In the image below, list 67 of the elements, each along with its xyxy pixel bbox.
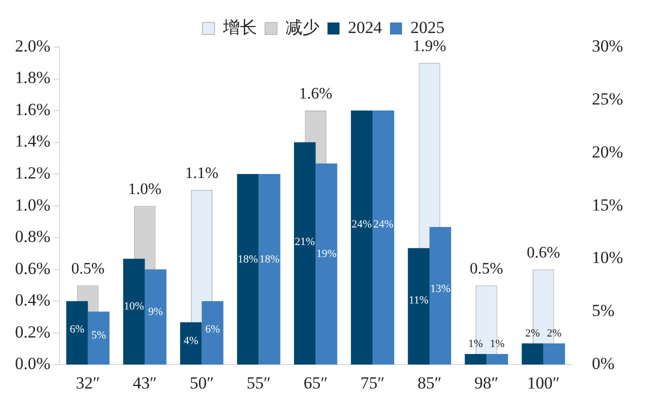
data-label: 10% — [124, 300, 144, 312]
data-label: 9% — [148, 306, 163, 318]
bar — [430, 226, 452, 365]
y-tick-label: 0.4% — [14, 290, 50, 310]
y2-tick-label: 30% — [592, 36, 624, 56]
data-label: 5% — [91, 329, 106, 342]
y-tick-label: 2.0% — [14, 36, 50, 56]
y-tick-label: 0.0% — [14, 354, 50, 374]
data-label: 6% — [70, 324, 84, 336]
data-label: 24% — [373, 218, 394, 231]
y-tick-label: 1.4% — [14, 132, 50, 151]
data-label: 18% — [259, 254, 280, 266]
y-tick-label: 1.8% — [14, 68, 50, 88]
y-tick-label: 1.6% — [14, 100, 50, 119]
legend-label: 2024 — [348, 18, 382, 37]
x-tick-label: 75″ — [360, 373, 385, 392]
x-tick-label: 55″ — [246, 373, 271, 392]
legend-label: 减少 — [286, 18, 320, 37]
bar — [180, 322, 202, 365]
y-tick-label: 1.0% — [14, 195, 50, 214]
bar — [522, 343, 544, 365]
data-label: 6% — [205, 324, 220, 336]
x-tick-label: 98″ — [474, 373, 498, 392]
data-label: 21% — [294, 236, 315, 248]
y-tick-label: 0.2% — [14, 322, 50, 342]
data-label: 1% — [468, 338, 483, 350]
x-tick-label: 85″ — [417, 373, 442, 392]
x-tick-label: 43″ — [132, 373, 157, 392]
data-label: 1% — [490, 338, 505, 350]
y2-tick-label: 0% — [592, 354, 615, 374]
data-label: 1.0% — [128, 181, 162, 198]
data-label: 0.6% — [526, 244, 560, 262]
data-label: 24% — [352, 218, 372, 231]
bar — [258, 174, 280, 365]
bar — [408, 248, 430, 365]
x-tick-label: 100″ — [527, 373, 560, 392]
data-label: 11% — [408, 294, 429, 306]
data-label: 13% — [430, 282, 450, 295]
y2-tick-label: 20% — [592, 142, 624, 162]
data-label: 0.5% — [470, 260, 504, 278]
data-label: 2% — [525, 327, 540, 340]
y2-tick-label: 25% — [592, 89, 624, 108]
data-label: 18% — [238, 254, 258, 266]
y2-tick-label: 5% — [592, 301, 615, 320]
data-label: 1.6% — [298, 86, 332, 103]
data-label: 19% — [316, 248, 337, 260]
y-tick-label: 1.2% — [14, 164, 50, 183]
y-tick-label: 0.6% — [14, 258, 50, 278]
bar — [464, 354, 486, 365]
bar — [350, 110, 373, 365]
bar — [486, 354, 508, 365]
y2-tick-label: 10% — [592, 248, 624, 268]
data-label: 1.9% — [412, 38, 446, 56]
data-label: 1.1% — [185, 165, 218, 182]
data-label: 2% — [546, 327, 562, 340]
bar — [543, 343, 566, 365]
y-tick-label: 0.8% — [14, 227, 50, 246]
x-tick-label: 32″ — [76, 373, 100, 392]
x-tick-label: 65″ — [304, 373, 328, 392]
data-label: 4% — [184, 335, 198, 348]
bar — [372, 110, 394, 365]
x-tick-label: 50″ — [190, 373, 214, 392]
data-label: 0.5% — [71, 260, 105, 278]
legend-label: 2025 — [410, 18, 444, 37]
bar — [237, 174, 259, 365]
legend-label: 增长 — [222, 18, 257, 37]
y2-tick-label: 15% — [592, 195, 624, 214]
